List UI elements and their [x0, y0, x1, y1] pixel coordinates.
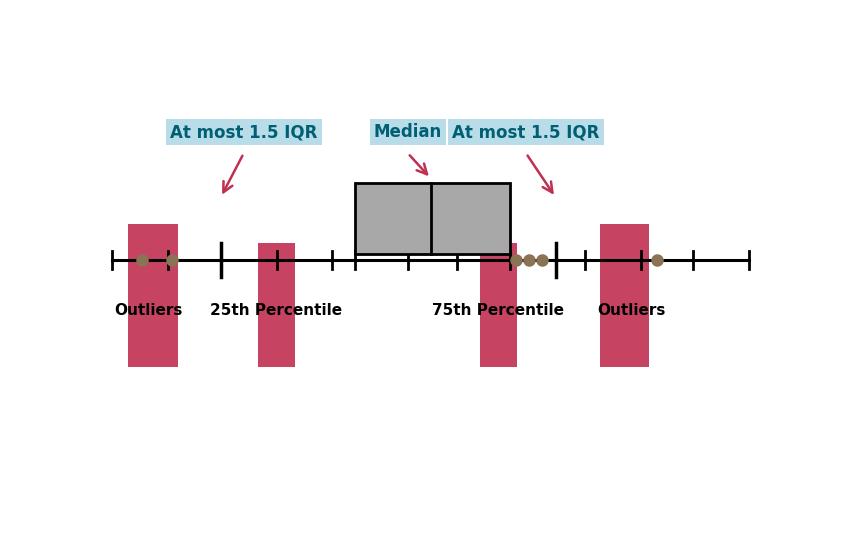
Text: Outliers: Outliers	[597, 303, 665, 318]
Text: 25th Percentile: 25th Percentile	[211, 303, 342, 318]
Text: Median: Median	[374, 123, 442, 141]
Text: 75th Percentile: 75th Percentile	[433, 303, 564, 318]
Bar	[356, 183, 510, 254]
Text: Outliers: Outliers	[114, 303, 183, 318]
Bar	[258, 243, 295, 367]
Text: At most 1.5 IQR: At most 1.5 IQR	[170, 123, 318, 141]
Bar	[600, 225, 650, 367]
Bar	[128, 225, 178, 367]
Text: At most 1.5 IQR: At most 1.5 IQR	[452, 123, 600, 141]
Bar	[480, 243, 517, 367]
